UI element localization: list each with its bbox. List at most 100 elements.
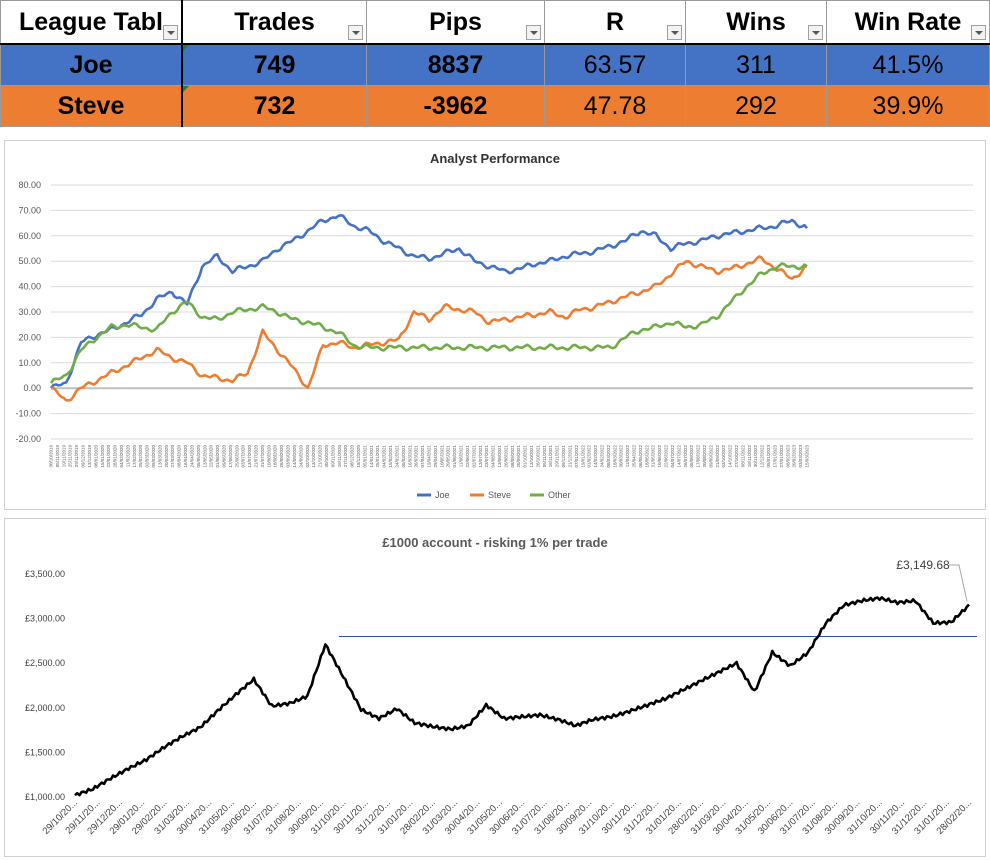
x-tick-label: 01/06/2020 (215, 445, 220, 468)
filter-dropdown-icon[interactable] (808, 25, 823, 40)
cell-r[interactable]: 63.57 (544, 43, 686, 86)
cell-wins[interactable]: 311 (685, 43, 827, 86)
x-tick-label: 04/02/2021 (382, 445, 387, 468)
x-tick-label: 18/03/2022 (612, 445, 617, 468)
x-tick-label: 29/11/2019 (74, 445, 79, 468)
col-header-r[interactable]: R (544, 0, 686, 45)
account-balance-svg: £1000 account - risking 1% per trade £1,0… (25, 535, 977, 837)
cell-pips[interactable]: 8837 (366, 43, 545, 86)
annotation-label: £3,149.68 (896, 558, 950, 572)
x-tick-label: 16/04/2020 (183, 445, 188, 468)
y-tick-label: 70.00 (18, 205, 41, 215)
x-tick-label: 09/03/2020 (151, 445, 156, 468)
x-tick-label: 26/03/2021 (414, 445, 419, 468)
x-tick-label: 28/01/2020 (113, 445, 118, 468)
x-tick-label: 30/10/2020 (324, 445, 329, 468)
cell-trades-value: 749 (253, 50, 296, 79)
filter-dropdown-icon[interactable] (348, 25, 363, 40)
y-tick-label: 20.00 (18, 332, 41, 342)
x-tick-label: 30/03/2022 (619, 445, 624, 468)
x-tick-label: 31/05/2022 (651, 445, 656, 468)
cell-win-rate[interactable]: 39.9% (826, 85, 990, 127)
x-tick-label: 02/03/2020 (145, 445, 150, 468)
cell-win-rate[interactable]: 41.5% (826, 43, 990, 86)
x-tick-label: 18/11/2022 (747, 445, 752, 468)
analyst-performance-chart[interactable]: Analyst Performance -20.00 -10.00 0.00 10.00… (4, 140, 986, 510)
x-tick-label: 04/02/2020 (119, 445, 124, 468)
x-tick-label: 05/01/2021 (362, 445, 367, 468)
x-tick-label: 14/07/2022 (676, 445, 681, 468)
x-tick-label: 04/08/2021 (491, 445, 496, 468)
x-tick-label: 17/02/2020 (132, 445, 137, 468)
x-tick-label: 14/02/2022 (593, 445, 598, 468)
x-tick-label: 13/07/2021 (478, 445, 483, 468)
y-tick-label: 30.00 (18, 307, 41, 317)
x-tick-label: 24/04/2020 (189, 445, 194, 468)
x-tick-label: 22/05/2020 (209, 445, 214, 468)
cell-wins[interactable]: 292 (685, 85, 827, 127)
y-tick-label: £1,500.00 (25, 747, 65, 757)
col-label: Wins (726, 7, 786, 36)
x-tick-label: 27/03/2020 (170, 445, 175, 468)
chart-title: Analyst Performance (430, 151, 560, 166)
x-tick-label: 05/11/2021 (542, 445, 547, 468)
x-tick-label: 22/01/2020 (106, 445, 111, 468)
chart-title: £1000 account - risking 1% per trade (382, 535, 607, 550)
x-tick-label: 14/01/2021 (369, 445, 374, 468)
y-tick-label: £2,500.00 (25, 658, 65, 668)
filter-dropdown-icon[interactable] (526, 25, 541, 40)
col-header-pips[interactable]: Pips (366, 0, 545, 45)
x-tick-label: 20/02/2023 (792, 445, 797, 468)
account-balance-chart[interactable]: £1000 account - risking 1% per trade £1,0… (4, 518, 986, 857)
x-tick-label: 22/06/2022 (664, 445, 669, 468)
x-tick-label: 09/11/2020 (330, 445, 335, 468)
col-header-league-table[interactable]: League Tabl (0, 0, 183, 45)
x-tick-label: 08/11/2022 (740, 445, 745, 468)
x-tick-label: 19/04/2021 (427, 445, 432, 468)
cell-note-icon (183, 86, 189, 92)
x-tick-label: 02/10/2020 (305, 445, 310, 468)
cell-pips[interactable]: -3962 (366, 85, 545, 127)
x-tick-label: 30/10/2019 (49, 445, 54, 468)
x-tick-label: 22/06/2021 (465, 445, 470, 468)
x-tick-label: 08/12/2020 (350, 445, 355, 468)
x-tick-label: 07/04/2021 (420, 445, 425, 468)
sort-filter-dropdown-icon[interactable] (667, 25, 682, 40)
x-tick-label: 08/02/2023 (785, 445, 790, 468)
x-tick-label: 09/12/2019 (81, 445, 86, 468)
cell-r[interactable]: 47.78 (544, 85, 686, 127)
x-tick-label: 27/10/2022 (734, 445, 739, 468)
cell-name[interactable]: Steve (0, 85, 183, 127)
x-tick-label: 20/03/2020 (164, 445, 169, 468)
filter-dropdown-icon[interactable] (971, 25, 986, 40)
x-tick-label: 11/06/2021 (459, 445, 464, 468)
x-tick-label: 25/11/2019 (68, 445, 73, 468)
x-tick-label: 24/02/2022 (599, 445, 604, 468)
x-tick-label: 24/02/2021 (394, 445, 399, 468)
x-tick-label: 21/12/2021 (567, 445, 572, 468)
cell-name[interactable]: Joe (0, 43, 183, 86)
x-tick-label: 04/07/2022 (670, 445, 675, 468)
x-tick-label: 07/01/2022 (574, 445, 579, 468)
x-tick-label: 13/10/2021 (529, 445, 534, 468)
x-tick-label: 26/07/2022 (683, 445, 688, 468)
x-tick-label: 03/10/2022 (721, 445, 726, 468)
y-tick-label: £1,000.00 (25, 792, 65, 802)
col-header-win-rate[interactable]: Win Rate (826, 0, 990, 45)
col-header-wins[interactable]: Wins (685, 0, 827, 45)
filter-dropdown-icon[interactable] (163, 25, 178, 40)
x-tick-label: 26/08/2021 (503, 445, 508, 468)
x-tick-label: 18/11/2020 (337, 445, 342, 468)
x-tick-label: 21/07/2020 (254, 445, 259, 468)
legend-label-joe: Joe (435, 490, 450, 500)
series-line-joe (49, 213, 808, 390)
col-header-trades[interactable]: Trades (181, 0, 367, 45)
x-tick-label: 11/02/2020 (125, 445, 130, 468)
cell-trades[interactable]: 749 (181, 43, 367, 86)
cell-note-icon (183, 45, 189, 51)
y-tick-label: 0.00 (23, 383, 41, 393)
x-tick-label: 09/06/2020 (221, 445, 226, 468)
x-tick-label: 01/06/2021 (452, 445, 457, 468)
league-table: League Tabl Trades Pips R Wins Win Rate … (0, 0, 990, 127)
cell-trades[interactable]: 732 (181, 85, 367, 127)
